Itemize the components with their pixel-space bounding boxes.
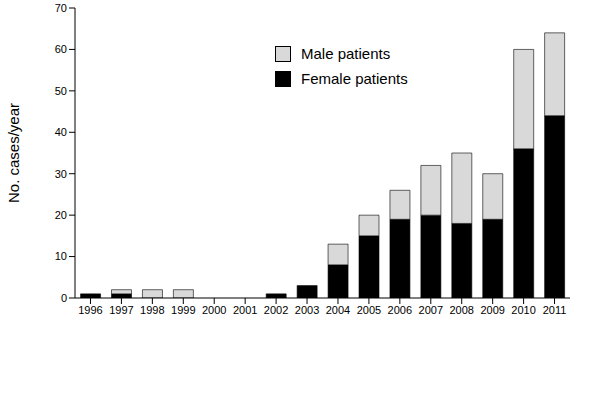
svg-text:2004: 2004: [326, 304, 350, 316]
svg-text:50: 50: [55, 85, 67, 97]
svg-text:60: 60: [55, 43, 67, 55]
svg-text:2006: 2006: [388, 304, 412, 316]
html-text:Female patients: Female patients: [301, 70, 408, 87]
html-text:Male patients: Male patients: [301, 45, 391, 62]
svg-text:10: 10: [55, 250, 67, 262]
svg-text:2000: 2000: [202, 304, 226, 316]
svg-text:0: 0: [61, 292, 67, 304]
svg-text:40: 40: [55, 126, 67, 138]
svg-text:2001: 2001: [233, 304, 257, 316]
svg-text:1998: 1998: [140, 304, 164, 316]
svg-text:2002: 2002: [264, 304, 288, 316]
svg-text:20: 20: [55, 209, 67, 221]
svg-text:2005: 2005: [357, 304, 381, 316]
svg-text:No. cases/year: No. cases/year: [8, 103, 22, 203]
svg-text:1997: 1997: [109, 304, 133, 316]
svg-text:2007: 2007: [419, 304, 443, 316]
svg-text:2009: 2009: [480, 304, 504, 316]
svg-text:2010: 2010: [511, 304, 535, 316]
svg-text:70: 70: [55, 2, 67, 14]
svg-text:1996: 1996: [78, 304, 102, 316]
svg-text:2011: 2011: [543, 304, 567, 316]
svg-text:30: 30: [55, 168, 67, 180]
svg-text:2008: 2008: [449, 304, 473, 316]
svg-text:2003: 2003: [295, 304, 319, 316]
svg-text:1999: 1999: [171, 304, 195, 316]
